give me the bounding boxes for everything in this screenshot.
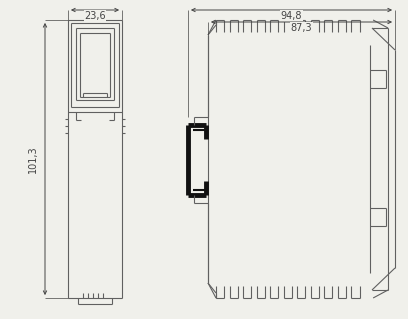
Text: 87,3: 87,3 (290, 23, 312, 33)
Text: 23,6: 23,6 (84, 11, 106, 21)
Text: 101,3: 101,3 (28, 145, 38, 173)
Text: 94,8: 94,8 (281, 11, 302, 21)
